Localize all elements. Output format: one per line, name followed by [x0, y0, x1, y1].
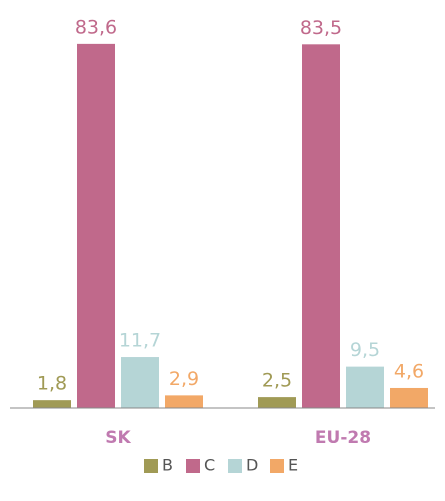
bar — [302, 44, 340, 409]
legend-label: B — [162, 456, 173, 475]
bar — [121, 357, 159, 408]
value-label: 9,5 — [350, 339, 380, 361]
bar — [390, 387, 428, 408]
legend-label: E — [288, 456, 298, 475]
bar — [33, 400, 71, 408]
legend-swatch — [270, 459, 284, 473]
legend-swatch — [186, 459, 200, 473]
value-label: 2,5 — [262, 370, 292, 392]
bar — [346, 366, 384, 408]
legend-label: D — [246, 456, 258, 475]
bar — [165, 395, 203, 408]
value-label: 83,6 — [75, 16, 117, 38]
x-tick-label: EU-28 — [315, 428, 371, 448]
value-label: 1,8 — [37, 373, 67, 395]
x-tick-label: SK — [105, 428, 131, 448]
value-label: 4,6 — [394, 360, 424, 382]
legend-swatch — [144, 459, 158, 473]
value-label: 11,7 — [119, 330, 161, 352]
value-label: 83,5 — [300, 17, 342, 39]
bar — [258, 397, 296, 408]
legend-label: C — [204, 456, 215, 475]
legend-swatch — [228, 459, 242, 473]
bar — [77, 43, 115, 409]
value-label: 2,9 — [169, 368, 199, 390]
